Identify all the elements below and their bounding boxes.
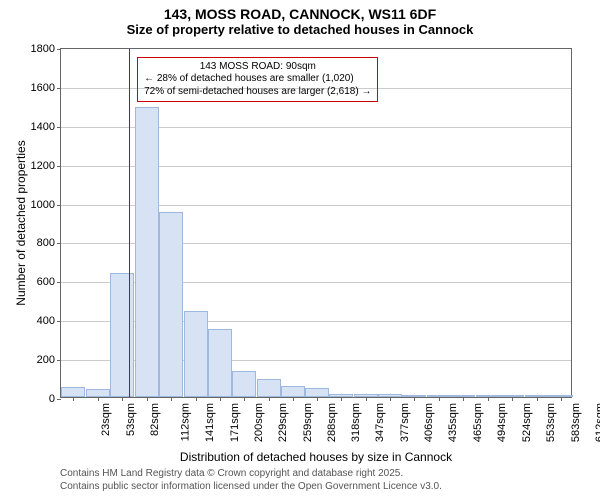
y-tick-label: 1200 bbox=[31, 160, 61, 172]
attribution-line-1: Contains HM Land Registry data © Crown c… bbox=[60, 468, 442, 481]
attribution-line-2: Contains public sector information licen… bbox=[60, 481, 442, 494]
histogram-bar bbox=[257, 379, 281, 397]
y-tick-label: 400 bbox=[37, 315, 61, 327]
x-tick-mark bbox=[390, 397, 391, 401]
x-tick-label: 612sqm bbox=[594, 403, 600, 442]
x-tick-label: 141sqm bbox=[204, 403, 216, 442]
x-tick-mark bbox=[196, 397, 197, 401]
x-tick-label: 229sqm bbox=[277, 403, 289, 442]
histogram-bar bbox=[61, 387, 85, 397]
histogram-bar bbox=[159, 212, 183, 397]
x-tick-label: 23sqm bbox=[100, 403, 112, 436]
x-tick-mark bbox=[293, 397, 294, 401]
x-tick-label: 112sqm bbox=[179, 403, 191, 441]
x-tick-mark bbox=[171, 397, 172, 401]
y-axis-label: Number of detached properties bbox=[14, 140, 28, 305]
x-tick-mark bbox=[439, 397, 440, 401]
x-tick-mark bbox=[561, 397, 562, 401]
y-tick-label: 1800 bbox=[31, 43, 61, 55]
x-tick-label: 200sqm bbox=[253, 403, 265, 442]
x-tick-mark bbox=[463, 397, 464, 401]
x-tick-mark bbox=[220, 397, 221, 401]
histogram-bar bbox=[110, 273, 134, 397]
histogram-bar bbox=[208, 329, 232, 397]
x-tick-mark bbox=[73, 397, 74, 401]
x-tick-mark bbox=[269, 397, 270, 401]
annotation-line: 72% of semi-detached houses are larger (… bbox=[144, 86, 371, 99]
x-tick-label: 435sqm bbox=[447, 403, 459, 442]
histogram-bar bbox=[281, 386, 305, 397]
x-tick-mark bbox=[341, 397, 342, 401]
x-tick-label: 53sqm bbox=[125, 403, 137, 436]
annotation-box: 143 MOSS ROAD: 90sqm← 28% of detached ho… bbox=[137, 57, 378, 103]
x-tick-label: 377sqm bbox=[399, 403, 411, 442]
histogram-bar bbox=[86, 389, 110, 397]
x-tick-mark bbox=[147, 397, 148, 401]
y-tick-label: 1000 bbox=[31, 199, 61, 211]
plot-area: 02004006008001000120014001600180023sqm53… bbox=[60, 48, 572, 398]
x-axis-label: Distribution of detached houses by size … bbox=[180, 450, 452, 464]
annotation-line: 143 MOSS ROAD: 90sqm bbox=[144, 61, 371, 74]
histogram-bar bbox=[305, 388, 329, 397]
x-tick-label: 288sqm bbox=[326, 403, 338, 442]
x-tick-mark bbox=[537, 397, 538, 401]
x-tick-label: 259sqm bbox=[302, 403, 314, 442]
x-tick-mark bbox=[317, 397, 318, 401]
chart-header: 143, MOSS ROAD, CANNOCK, WS11 6DF Size o… bbox=[0, 0, 600, 37]
x-tick-label: 82sqm bbox=[149, 403, 161, 436]
x-tick-mark bbox=[122, 397, 123, 401]
x-tick-mark bbox=[414, 397, 415, 401]
chart-title: 143, MOSS ROAD, CANNOCK, WS11 6DF bbox=[0, 6, 600, 22]
x-tick-mark bbox=[98, 397, 99, 401]
x-tick-mark bbox=[488, 397, 489, 401]
x-tick-label: 583sqm bbox=[570, 403, 582, 442]
x-tick-label: 524sqm bbox=[521, 403, 533, 442]
histogram-bar bbox=[135, 107, 159, 397]
x-tick-label: 171sqm bbox=[229, 403, 241, 442]
histogram-bar bbox=[232, 371, 256, 397]
histogram-bar bbox=[184, 311, 208, 397]
y-tick-label: 1400 bbox=[31, 121, 61, 133]
attribution-text: Contains HM Land Registry data © Crown c… bbox=[60, 468, 442, 493]
x-tick-label: 347sqm bbox=[375, 403, 387, 442]
y-tick-label: 800 bbox=[37, 237, 61, 249]
x-tick-mark bbox=[244, 397, 245, 401]
x-tick-label: 494sqm bbox=[496, 403, 508, 442]
x-tick-label: 465sqm bbox=[472, 403, 484, 442]
y-tick-label: 600 bbox=[37, 276, 61, 288]
y-tick-label: 0 bbox=[49, 393, 61, 405]
reference-line bbox=[129, 49, 130, 397]
y-tick-label: 1600 bbox=[31, 82, 61, 94]
x-tick-mark bbox=[512, 397, 513, 401]
y-tick-label: 200 bbox=[37, 354, 61, 366]
x-tick-label: 318sqm bbox=[351, 403, 363, 442]
x-tick-label: 406sqm bbox=[423, 403, 435, 442]
annotation-line: ← 28% of detached houses are smaller (1,… bbox=[144, 73, 371, 86]
chart-subtitle: Size of property relative to detached ho… bbox=[0, 22, 600, 37]
x-tick-label: 553sqm bbox=[545, 403, 557, 442]
x-tick-mark bbox=[366, 397, 367, 401]
